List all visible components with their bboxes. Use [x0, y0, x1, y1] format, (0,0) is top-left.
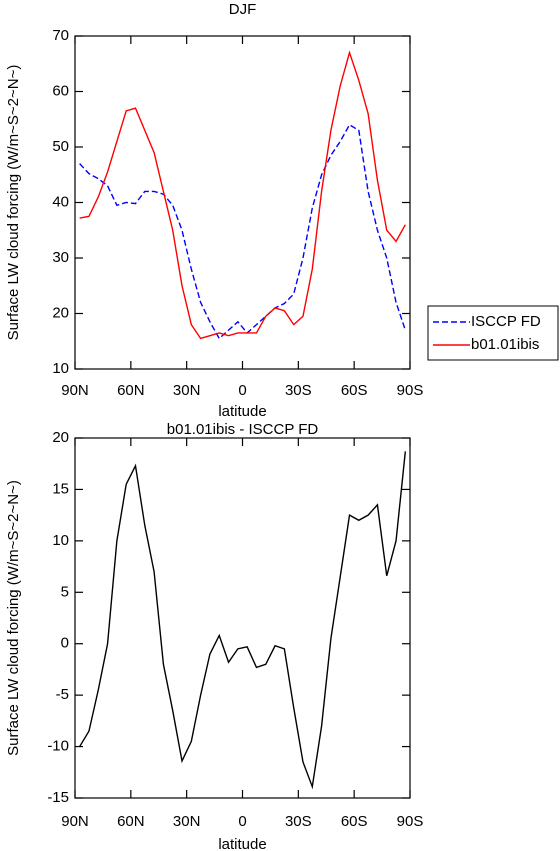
data-line: [79, 451, 407, 790]
x-tick-label: 90N: [61, 382, 89, 399]
x-tick-label: 30N: [173, 382, 201, 399]
chart-title: DJF: [229, 1, 257, 18]
y-tick-label: 15: [52, 480, 69, 497]
y-tick-label: 60: [52, 82, 69, 99]
x-tick-label: 60S: [341, 382, 368, 399]
y-tick-label: 10: [52, 532, 69, 549]
y-tick-label: -10: [47, 738, 69, 755]
data-line: [79, 50, 406, 340]
legend-label: b01.01ibis: [471, 336, 539, 353]
legend-box: [427, 305, 559, 361]
y-tick-label: -15: [47, 789, 69, 806]
y-tick-label: 5: [61, 583, 69, 600]
y-tick-label: 0: [61, 635, 69, 652]
chart-title: b01.01ibis - ISCCP FD: [167, 421, 319, 438]
x-tick-label: 60N: [117, 382, 145, 399]
y-tick-label: 10: [52, 360, 69, 377]
x-tick-label: 60S: [341, 813, 368, 830]
y-tick-label: 40: [52, 193, 69, 210]
y-tick-label: 20: [52, 304, 69, 321]
x-tick-label: 30S: [285, 813, 312, 830]
plot-frame: [74, 437, 411, 799]
x-axis-label: latitude: [218, 836, 266, 851]
y-axis-label: Surface LW cloud forcing (W/m~S~2~N~): [5, 65, 22, 341]
x-tick-label: 90N: [61, 813, 89, 830]
x-tick-label: 0: [238, 813, 246, 830]
y-axis-label: Surface LW cloud forcing (W/m~S~2~N~): [5, 480, 22, 756]
y-tick-label: 50: [52, 138, 69, 155]
x-tick-label: 30N: [173, 813, 201, 830]
x-tick-label: 0: [238, 382, 246, 399]
legend-label: ISCCP FD: [471, 313, 541, 330]
x-axis-label: latitude: [218, 403, 266, 420]
data-line: [79, 123, 407, 340]
y-tick-label: 30: [52, 249, 69, 266]
x-tick-label: 90S: [397, 382, 424, 399]
plot-frame: [74, 35, 411, 370]
y-tick-label: 70: [52, 27, 69, 44]
y-tick-label: -5: [56, 686, 69, 703]
y-tick-label: 20: [52, 429, 69, 446]
x-tick-label: 90S: [397, 813, 424, 830]
x-tick-label: 60N: [117, 813, 145, 830]
x-tick-label: 30S: [285, 382, 312, 399]
